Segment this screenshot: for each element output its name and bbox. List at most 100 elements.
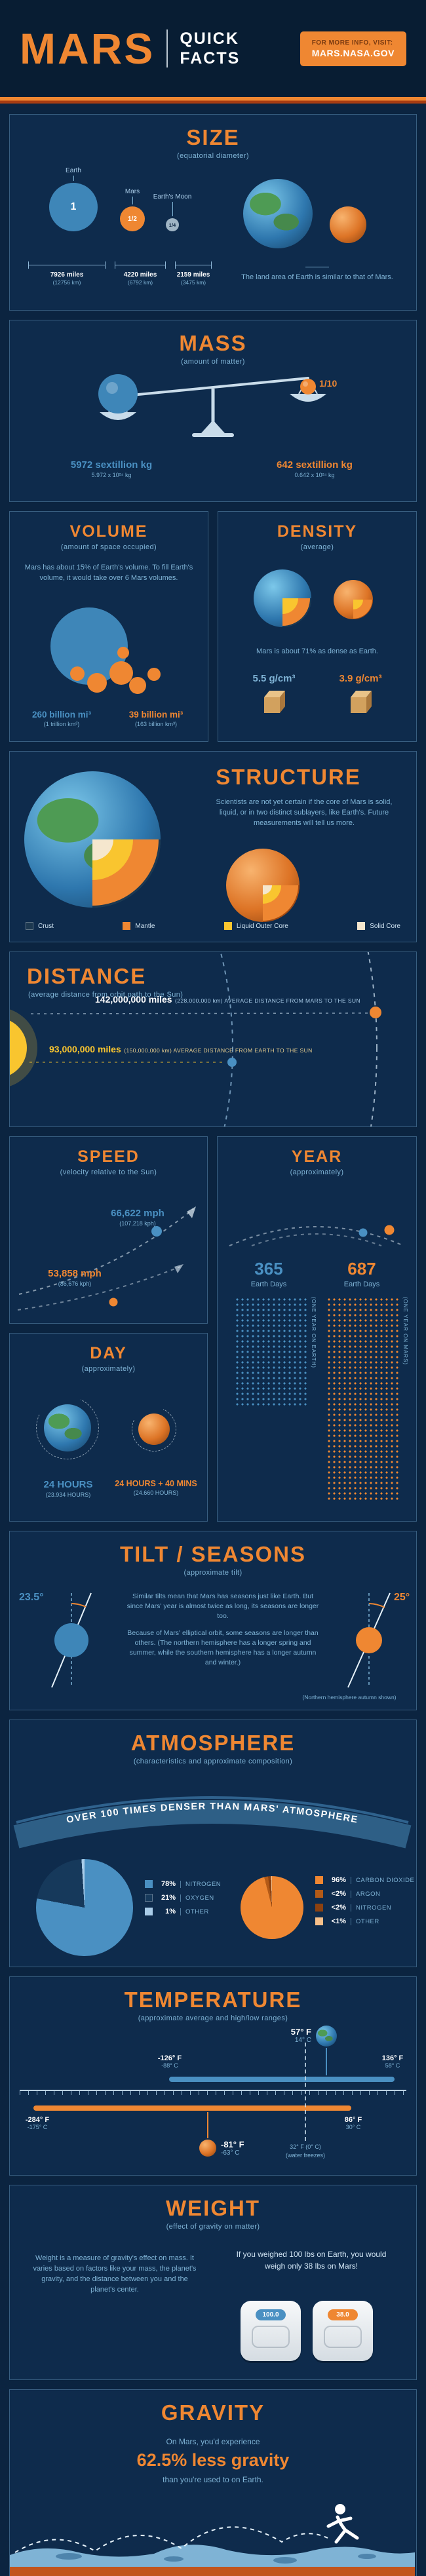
year-section: YEAR (approximately) 365 Earth Days 687 … [217, 1136, 417, 1522]
mantle-swatch [123, 922, 131, 930]
mars-tilt-diagram [347, 1592, 391, 1688]
volume-density-row: VOLUME (amount of space occupied) Mars h… [9, 511, 417, 742]
earth-distance-detail: (150,000,000 km) AVERAGE DISTANCE FROM E… [124, 1047, 313, 1054]
speed-subtitle: (velocity relative to the Sun) [60, 1168, 157, 1176]
liquid-outer-core-label: Liquid Outer Core [236, 922, 288, 930]
mars-volume-km: (163 billion km³) [134, 721, 178, 727]
argon-pct: <2% [331, 1890, 346, 1898]
mars-low-f: -284° F [25, 2116, 50, 2124]
earth-mass-ball [98, 374, 138, 413]
earth-structure-cutaway [24, 771, 161, 908]
liquid-outer-core-swatch [223, 922, 232, 930]
mars-density-block: 3.9 g/cm³ [324, 673, 397, 719]
mars-volume-value: 39 billion mi³ [128, 710, 184, 720]
earth-legend-oxygen: 21% OXYGEN [145, 1894, 221, 1902]
mantle-label: Mantle [135, 922, 155, 930]
mars-low-block: -284° F -175° C [16, 2116, 58, 2130]
mars-density-cube [351, 691, 372, 713]
atmosphere-section: ATMOSPHERE (characteristics and approxim… [9, 1720, 417, 1967]
volume-text: Mars has about 15% of Earth's volume. To… [24, 564, 193, 582]
quick-label: QUICK [180, 29, 239, 48]
mars-nitrogen-swatch [315, 1904, 323, 1912]
structure-section: STRUCTURE Scientists are not yet certain… [9, 751, 417, 942]
mars-high-block: 86° F 30° C [332, 2116, 374, 2130]
mars-avg-temp-block: -81° F -63° C [221, 2140, 244, 2157]
earth-days-grid [235, 1297, 308, 1407]
nitrogen-pct: 78% [161, 1880, 176, 1888]
mars-size-circle: 1/2 [120, 206, 145, 231]
structure-legend: Crust Mantle Liquid Outer Core Solid Cor… [26, 922, 400, 930]
earth-diameter-miles: 7926 miles [50, 271, 84, 279]
jumping-figure-icon [326, 2504, 359, 2544]
header-stripe [0, 97, 426, 104]
oxygen-pct: 21% [161, 1894, 176, 1902]
mars-speed-dot [109, 1298, 118, 1307]
temperature-ruler [20, 2090, 406, 2095]
mars-speed-block: 53,858 mph (86,676 kph) [26, 1268, 124, 1287]
jump-trajectory [14, 2526, 328, 2553]
mars-orbit-dot [370, 1007, 381, 1018]
mars-distance-detail: (228,000,000 km) AVERAGE DISTANCE FROM M… [175, 997, 360, 1004]
distance-title: DISTANCE [27, 964, 147, 988]
mars-diameter-km: (6792 km) [127, 279, 153, 286]
earth-year-unit: Earth Days [250, 1280, 287, 1288]
header: MARS QUICK FACTS FOR MORE INFO, VISIT: M… [0, 0, 426, 97]
mars-year-days: 687 [347, 1259, 376, 1278]
legend-crust: Crust [26, 922, 54, 930]
mars-volume-circle-6 [117, 647, 129, 659]
co2-pct: 96% [331, 1876, 346, 1884]
earth-low-block: -126° F -88° C [149, 2054, 191, 2069]
weight-subtitle: (effect of gravity on matter) [166, 2223, 260, 2231]
mass-ratio: 1/10 [319, 378, 338, 389]
volume-title: VOLUME [69, 522, 148, 541]
mars-high-f: 86° F [344, 2116, 362, 2124]
earth-speed-value: 66,622 mph [111, 1208, 165, 1219]
earth-orbit-dot [227, 1058, 237, 1067]
earth-volume-km: (1 trillion km³) [43, 721, 80, 727]
co2-name: CARBON DIOXIDE [351, 1876, 414, 1884]
density-subtitle: (average) [300, 543, 334, 551]
nitrogen-swatch [145, 1880, 153, 1888]
earth-sphere-image [243, 179, 313, 248]
earth-scale-value: 100.0 [262, 2311, 279, 2318]
earth-year-block: 365 Earth Days [229, 1259, 308, 1288]
solid-core-label: Solid Core [370, 922, 400, 930]
mars-mass-ball [300, 379, 316, 394]
size-note-text: The land area of Earth is similar to tha… [241, 273, 393, 281]
mars-distance-label: 142,000,000 miles (228,000,000 km) AVERA… [95, 994, 403, 1006]
earth-tilt-diagram [51, 1592, 92, 1688]
weight-text-left: Weight is a measure of gravity's effect … [33, 2254, 197, 2294]
mars-ratio: 1/2 [128, 215, 137, 223]
mars-diameter-miles: 4220 miles [123, 271, 157, 279]
mars-volume-circle-3 [129, 677, 146, 694]
mars-scale-display: 38.0 [328, 2309, 358, 2320]
earth-day-exact: (23.934 HOURS) [45, 1491, 91, 1498]
mars-other-name: OTHER [351, 1917, 379, 1925]
earth-ratio: 1 [70, 201, 77, 212]
mars-avg-marker [207, 2112, 208, 2138]
crust-label: Crust [38, 922, 54, 930]
earth-speed-dot [151, 1226, 162, 1237]
earth-grid-label: (ONE YEAR ON EARTH) [311, 1297, 317, 1368]
mars-mass-scientific: 0.642 x 10²⁴ kg [294, 472, 335, 478]
more-info-link[interactable]: FOR MORE INFO, VISIT: MARS.NASA.GOV [300, 31, 406, 66]
moon-label: Earth's Moon [149, 193, 196, 216]
mars-measure-line [115, 261, 166, 269]
mars-label-text: Mars [125, 188, 140, 195]
mars-structure-cutaway [226, 849, 300, 922]
earth-diameter: 7926 miles (12756 km) [28, 261, 106, 286]
speed-year-row: SPEED (velocity relative to the Sun) 66,… [9, 1136, 417, 1522]
earth-legend-other: 1% OTHER [145, 1908, 221, 1915]
tilt-title: TILT / SEASONS [119, 1542, 307, 1566]
orbit-diagram [10, 952, 381, 1126]
atmosphere-title: ATMOSPHERE [130, 1731, 296, 1755]
density-section: DENSITY (average) Mars is about 71% as d… [218, 511, 417, 742]
mars-volume-circle-2 [87, 673, 107, 693]
weight-title: WEIGHT [166, 2196, 260, 2220]
earth-atmosphere-legend: 78% NITROGEN 21% OXYGEN 1% OTHER [145, 1880, 221, 1921]
day-subtitle: (approximately) [81, 1365, 136, 1373]
freeze-value: 32° F (0° C) [290, 2143, 321, 2150]
tilt-subtitle: (approximate tilt) [184, 1569, 242, 1577]
argon-swatch [315, 1890, 323, 1898]
